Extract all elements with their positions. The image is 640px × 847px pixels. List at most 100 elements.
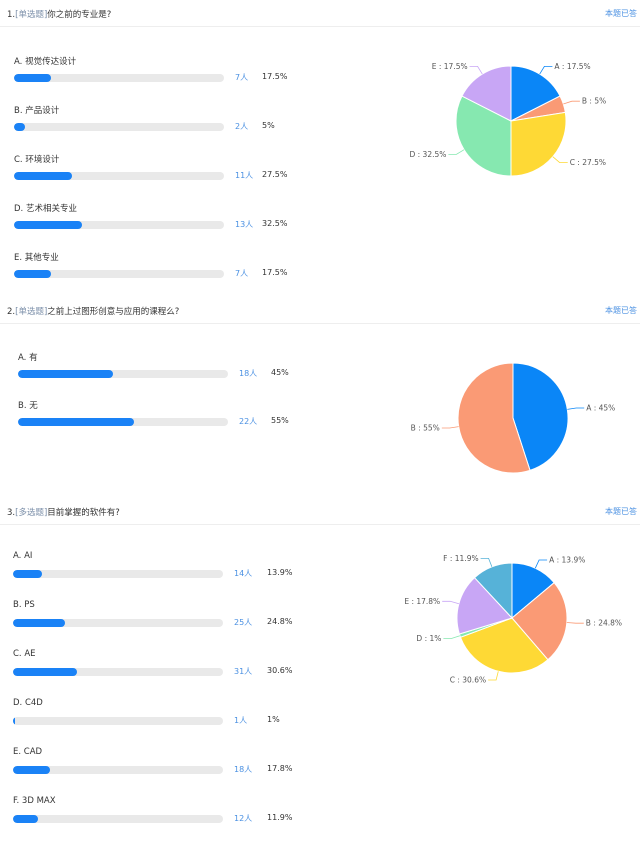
option-label: B. PS	[13, 600, 35, 610]
pie-slice-d[interactable]	[455, 95, 512, 177]
option-count-link[interactable]: 7人	[235, 269, 249, 278]
pie-data-label: A : 13.9%	[549, 556, 585, 565]
option-bar-fill	[13, 766, 51, 774]
option-bar-fill	[14, 270, 51, 278]
option-row: D. 艺术相关专业 13人 32.5%	[0, 202, 340, 246]
question-number: 2.	[7, 307, 16, 317]
pie-leader-line	[448, 149, 465, 155]
pie-slice-c[interactable]	[510, 111, 567, 177]
option-percent: 55%	[271, 416, 289, 425]
question-text: 你之前的专业是?	[47, 10, 112, 20]
question-type: [单选题]	[15, 307, 48, 317]
option-bar-track	[14, 74, 224, 82]
pie-leader-line	[480, 558, 493, 567]
pie-leader-line	[567, 407, 585, 410]
option-percent: 24.8%	[267, 617, 293, 626]
question-header: 3.[多选题]目前掌握的软件有? 本题已答	[0, 498, 640, 525]
pie-slice-f[interactable]	[473, 562, 513, 620]
question-title: 3.[多选题]目前掌握的软件有?	[7, 506, 120, 518]
option-bar-track	[13, 815, 223, 823]
option-count-link[interactable]: 1人	[234, 716, 248, 725]
pie-chart: A : 13.9% B : 24.8% C : 30.6% D : 1% E : 17.…	[404, 554, 622, 685]
option-percent: 11.9%	[267, 813, 293, 822]
question-number: 1.	[7, 10, 16, 20]
option-count-link[interactable]: 25人	[234, 618, 253, 627]
pie-slice-c[interactable]	[459, 617, 549, 674]
option-row: C. AE 31人 30.6%	[0, 649, 340, 693]
option-row: B. PS 25人 24.8%	[0, 600, 340, 644]
pie-data-label: E : 17.5%	[432, 62, 468, 71]
pie-data-label: D : 1%	[416, 634, 441, 643]
option-row: C. 环境设计 11人 27.5%	[0, 153, 340, 197]
pie-leader-line	[563, 100, 580, 105]
option-count-link[interactable]: 31人	[234, 667, 253, 676]
option-bar-track	[14, 221, 224, 229]
pie-leader-line	[469, 66, 483, 75]
option-count-link[interactable]: 11人	[235, 171, 254, 180]
pie-slice-b[interactable]	[457, 362, 531, 474]
pie-leader-line	[539, 66, 553, 75]
option-percent: 17.8%	[267, 764, 293, 773]
pie-leader-line	[442, 600, 460, 605]
option-bar-fill	[13, 717, 16, 725]
option-bar-track	[14, 270, 224, 278]
question-header: 1.[单选题]你之前的专业是? 本题已答	[0, 0, 640, 27]
option-row: D. C4D 1人 1%	[0, 698, 340, 742]
question-section-2: 2.[单选题]之前上过图形创意与应用的课程么? 本题已答 A. 有 18人 45…	[0, 297, 640, 497]
option-bar-fill	[13, 815, 38, 823]
pie-leader-line	[441, 426, 459, 429]
question-section-3: 3.[多选题]目前掌握的软件有? 本题已答 A. AI 14人 13.9% B.…	[0, 498, 640, 847]
option-bar-track	[13, 619, 223, 627]
option-bar-track	[13, 766, 223, 774]
pie-data-label: C : 27.5%	[570, 158, 606, 167]
pie-leader-line	[552, 156, 568, 164]
option-percent: 30.6%	[267, 666, 293, 675]
option-row: A. 视觉传达设计 7人 17.5%	[0, 55, 340, 99]
question-type: [单选题]	[15, 10, 48, 20]
option-row: A. 有 18人 45%	[0, 351, 340, 395]
option-percent: 45%	[271, 368, 289, 377]
option-percent: 5%	[262, 121, 275, 130]
question-header: 2.[单选题]之前上过图形创意与应用的课程么? 本题已答	[0, 297, 640, 324]
option-percent: 27.5%	[262, 170, 288, 179]
option-row: B. 产品设计 2人 5%	[0, 104, 340, 148]
question-title: 2.[单选题]之前上过图形创意与应用的课程么?	[7, 305, 179, 317]
option-bar-track	[14, 172, 224, 180]
option-count-link[interactable]: 18人	[239, 369, 258, 378]
question-section-1: 1.[单选题]你之前的专业是? 本题已答 A. 视觉传达设计 7人 17.5% …	[0, 0, 640, 300]
option-bar-fill	[13, 668, 78, 676]
question-number: 3.	[7, 508, 16, 518]
option-percent: 17.5%	[262, 268, 288, 277]
pie-data-label: A : 17.5%	[554, 62, 590, 71]
option-bar-track	[13, 717, 223, 725]
pie-data-label: B : 5%	[582, 97, 606, 106]
question-text: 目前掌握的软件有?	[47, 508, 120, 518]
option-bar-track	[14, 123, 224, 131]
option-bar-fill	[18, 370, 113, 378]
option-percent: 13.9%	[267, 568, 293, 577]
pie-data-label: B : 55%	[411, 424, 440, 433]
option-bar-fill	[13, 570, 43, 578]
option-bar-track	[18, 370, 228, 378]
option-percent: 1%	[267, 715, 280, 724]
option-count-link[interactable]: 13人	[235, 220, 254, 229]
option-count-link[interactable]: 2人	[235, 122, 249, 131]
option-count-link[interactable]: 18人	[234, 765, 253, 774]
option-bar-fill	[14, 74, 51, 82]
answered-link[interactable]: 本题已答	[605, 306, 637, 315]
option-count-link[interactable]: 12人	[234, 814, 253, 823]
pie-chart: A : 17.5% B : 5% C : 27.5% D : 32.5% E : 17.…	[409, 62, 606, 177]
option-count-link[interactable]: 22人	[239, 417, 258, 426]
answered-link[interactable]: 本题已答	[605, 9, 637, 18]
answered-link[interactable]: 本题已答	[605, 507, 637, 516]
pie-data-label: C : 30.6%	[450, 676, 486, 685]
option-count-link[interactable]: 7人	[235, 73, 249, 82]
option-bar-fill	[14, 172, 72, 180]
option-row: F. 3D MAX 12人 11.9%	[0, 796, 340, 840]
question-title: 1.[单选题]你之前的专业是?	[7, 8, 111, 20]
option-count-link[interactable]: 14人	[234, 569, 253, 578]
pie-data-label: F : 11.9%	[443, 554, 478, 563]
pie-chart: A : 45% B : 55%	[411, 362, 615, 474]
option-bar-track	[13, 570, 223, 578]
option-row: B. 无 22人 55%	[0, 399, 340, 443]
